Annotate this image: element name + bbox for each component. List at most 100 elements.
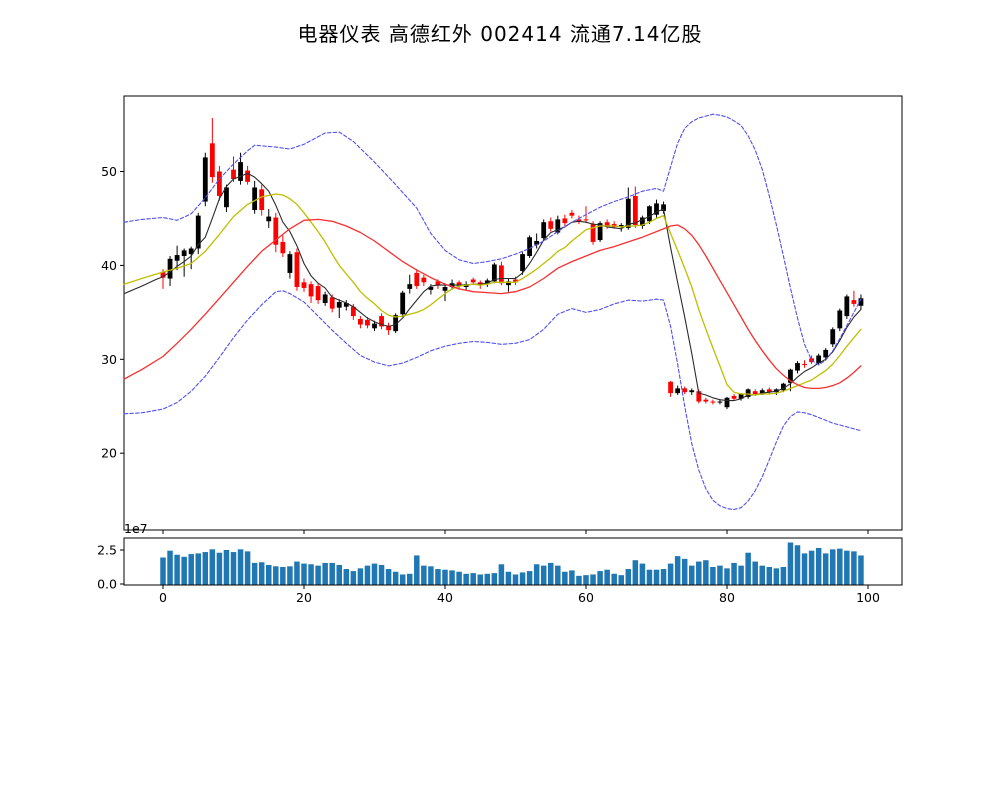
candle-down (301, 282, 307, 288)
volume-bar (237, 549, 244, 585)
candle-up (795, 363, 800, 371)
candle-up (823, 349, 829, 358)
volume-bar (632, 560, 639, 585)
candle-down (456, 282, 462, 287)
candle-down (386, 325, 391, 331)
volume-bar (399, 574, 406, 585)
volume-bar (710, 567, 716, 585)
candle-down (259, 189, 265, 210)
candle-down (358, 318, 363, 325)
candle-up (555, 219, 561, 233)
volume-bar (555, 565, 561, 585)
candle-up (167, 258, 173, 279)
candle-up (506, 281, 511, 286)
volume-bar (808, 550, 815, 585)
volume-bar (830, 549, 836, 585)
candle-up (788, 369, 793, 383)
volume-bar (674, 556, 681, 585)
volume-bar (597, 571, 603, 585)
volume-bar (653, 569, 660, 585)
candle-up (195, 215, 201, 249)
candle-down (703, 399, 709, 402)
candle-up (393, 315, 399, 332)
candle-up (844, 296, 850, 317)
volume-bar (851, 551, 857, 585)
volume-panel: 1e7 0.0 2.5 0 20 40 60 80 100 (97, 521, 903, 605)
candle-down (379, 316, 384, 327)
candle-up (202, 157, 208, 202)
candle-up (372, 323, 377, 329)
volume-bar (703, 560, 709, 585)
candle-down (160, 271, 166, 278)
volume-bar (202, 552, 209, 585)
volume-bar (766, 567, 773, 585)
candle-down (435, 281, 441, 286)
price-panel: 20 30 40 50 (101, 95, 903, 534)
volume-bar (456, 571, 462, 585)
ma5-line (123, 172, 862, 402)
volume-bar (322, 562, 328, 585)
volume-bar (667, 563, 674, 585)
volume-bar (343, 569, 350, 585)
candle-down (851, 300, 857, 304)
volume-bar (519, 572, 526, 585)
x-tick-label: 0 (159, 590, 167, 605)
volume-bar (618, 575, 624, 585)
volume-bar (350, 571, 357, 585)
volume-bar (590, 574, 596, 585)
candle-down (731, 395, 737, 399)
candle-down (365, 319, 370, 326)
volume-bar (301, 563, 307, 585)
volume-bar (484, 573, 491, 585)
candle-up (428, 286, 434, 290)
volume-bar (681, 558, 688, 585)
ma10-line (123, 193, 862, 396)
volume-bar (745, 552, 751, 585)
volume-bar (174, 554, 180, 585)
volume-bar (717, 565, 723, 585)
candle-up (858, 298, 864, 306)
volume-bar (477, 574, 483, 585)
volume-bar (801, 553, 808, 585)
candle-down (513, 279, 518, 283)
candle-down (499, 265, 504, 284)
candle-up (520, 254, 525, 272)
candle-down (569, 212, 575, 216)
candle-up (484, 280, 490, 285)
volume-bar (815, 547, 822, 585)
candle-up (724, 397, 730, 408)
volume-bar (548, 562, 554, 585)
candle-up (174, 255, 180, 261)
volume-bar (583, 575, 589, 585)
x-tick-label: 20 (296, 590, 312, 605)
candlestick-series (160, 117, 864, 410)
candle-up (781, 383, 786, 391)
volume-bar (216, 552, 223, 585)
candle-down (329, 297, 335, 309)
volume-bar (315, 565, 321, 585)
volume-bar (576, 575, 582, 585)
volume-bar (414, 555, 420, 585)
volume-bar (308, 564, 314, 585)
candle-down (280, 241, 286, 254)
candle-up (830, 329, 836, 345)
ma20-line (123, 218, 862, 390)
volume-bar (787, 542, 794, 585)
volume-bar (244, 551, 251, 585)
volume-bar (646, 569, 653, 585)
candle-up (287, 254, 293, 273)
x-tick-label: 100 (856, 590, 880, 605)
volume-bar (280, 567, 286, 585)
volume-bar (512, 574, 519, 585)
volume-bar (329, 562, 335, 585)
candle-down (245, 170, 250, 182)
candle-up (534, 240, 540, 245)
volume-bar (181, 556, 187, 585)
y-tick-label: 20 (101, 446, 117, 461)
chart-title: 电器仪表 高德红外 002414 流通7.14亿股 (297, 22, 703, 46)
volume-bar (364, 565, 371, 585)
volume-bar (378, 564, 385, 585)
candle-up (442, 286, 448, 291)
volume-bar (294, 561, 300, 585)
